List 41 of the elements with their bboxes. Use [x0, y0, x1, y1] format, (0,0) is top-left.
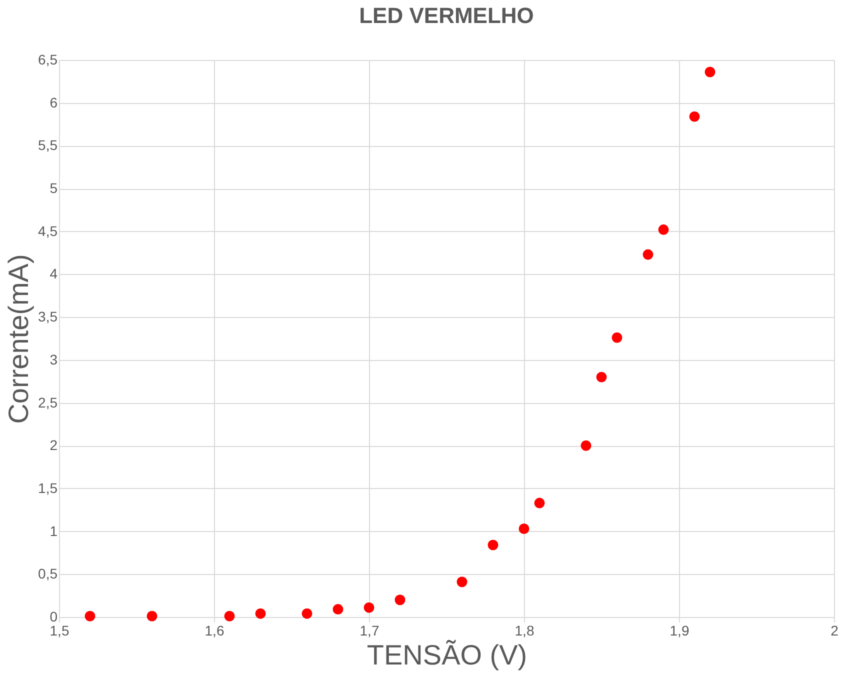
y-tick-label: 5: [50, 180, 58, 196]
y-tick-label: 0,5: [38, 566, 58, 582]
y-tick-label: 3,5: [38, 308, 58, 325]
y-tick-label: 2: [50, 437, 58, 454]
x-tick-label: 1,9: [670, 622, 690, 638]
point: [456, 576, 468, 588]
point: [146, 610, 158, 622]
point: [658, 224, 669, 235]
y-tick-label: 1: [50, 522, 58, 539]
point: [612, 332, 622, 343]
y-tick-label: 0: [50, 608, 58, 624]
y-tick-label: 6: [50, 94, 58, 110]
point: [518, 524, 530, 534]
point: [224, 610, 235, 622]
y-tick-label: 4,5: [38, 222, 58, 239]
point: [394, 594, 406, 606]
point: [332, 604, 344, 615]
y-tick-label: 2,5: [38, 394, 58, 410]
y-tick-label: 6,5: [38, 52, 58, 68]
point: [689, 111, 700, 122]
y-tick-label: 3: [50, 351, 58, 368]
point: [704, 66, 716, 78]
x-tick-label: 1,7: [360, 622, 380, 638]
point: [364, 602, 374, 613]
point: [580, 440, 592, 451]
point: [488, 540, 498, 550]
x-tick-label: 1,8: [514, 622, 534, 638]
x-axis-title: TENSÃO (V): [366, 640, 528, 670]
y-tick-label: 1,5: [38, 480, 58, 496]
point: [84, 610, 96, 622]
y-tick-label: 4: [50, 266, 58, 282]
y-axis-title: Corrente(mA): [3, 254, 34, 424]
point: [302, 608, 312, 619]
x-tick-label: 2: [830, 622, 839, 638]
point: [255, 608, 266, 619]
y-tick-label: 5,5: [38, 137, 58, 154]
point: [596, 372, 607, 382]
x-tick-label: 1,6: [204, 622, 224, 638]
point: [534, 498, 545, 508]
chart-title: LED VERMELHO: [359, 3, 534, 28]
point: [642, 249, 654, 260]
